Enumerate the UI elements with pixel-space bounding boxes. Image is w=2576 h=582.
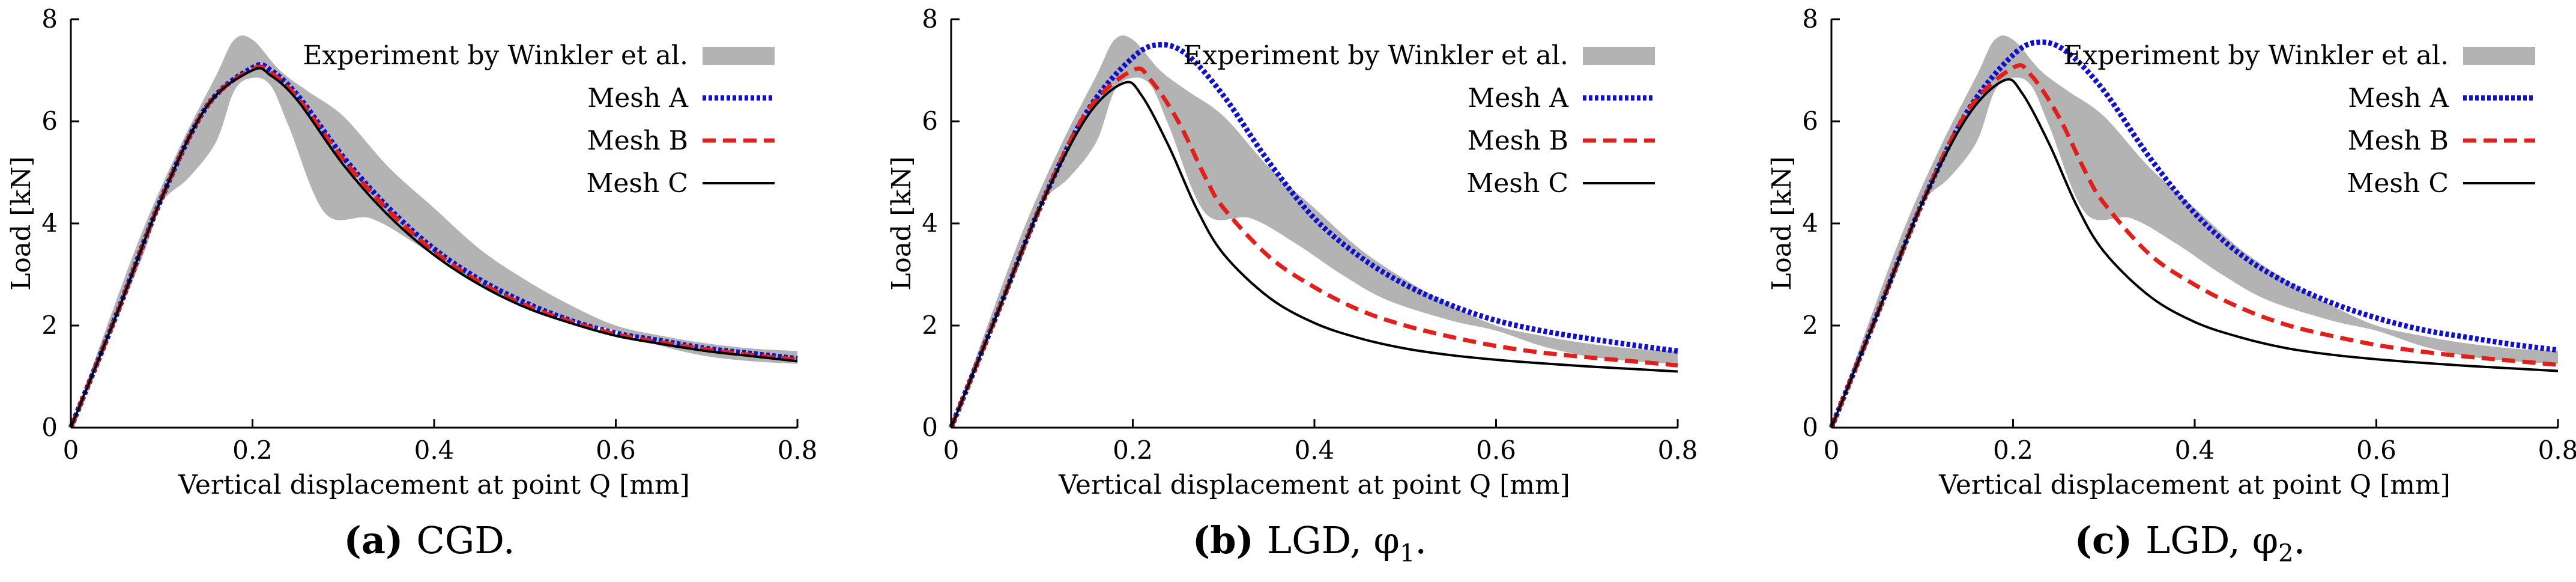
panel-a: 0 0.2 0.4 0.6 0.8 0 2 4 6 8 Vertical displacement … [0,0,859,582]
legend-label: Mesh A [2348,83,2449,114]
legend-label: Mesh B [587,126,688,156]
caption-c: (c) LGD, φ2. [1761,517,2576,577]
legend-label: Mesh C [586,168,688,199]
x-tick-label: 0.8 [1658,435,1698,465]
panel-c: 0 0.2 0.4 0.6 0.8 0 2 4 6 8 Vertical displacement … [1761,0,2576,582]
x-tick-label: 0 [63,435,79,465]
y-tick-label: 6 [922,106,938,136]
x-tick-label: 0.6 [1476,435,1516,465]
legend-label: Mesh C [1466,168,1568,199]
caption-suffix: . [2293,518,2306,562]
y-tick-label: 8 [41,4,58,34]
series-line-mesh-c [1830,78,2559,428]
caption-a: (a) CGD. [0,517,859,565]
x-axis-label: Vertical displacement at point Q [mm] [1058,470,1570,500]
legend-swatch-band [1583,47,1655,65]
caption-text: LGD, φ [2145,518,2279,562]
x-tick-label: 0.2 [1113,435,1153,465]
legend-label: Mesh A [1468,83,1569,114]
series-line-mesh-c [70,67,798,428]
y-tick-label: 8 [922,4,938,34]
legend-label: Mesh B [1468,126,1568,156]
y-axis-label: Load [kN] [1767,156,1797,291]
y-tick-label: 2 [41,311,58,340]
y-tick-label: 4 [922,208,938,238]
x-tick-label: 0.4 [1295,435,1335,465]
x-tick-label: 0.6 [596,435,636,465]
legend-label: Mesh A [587,83,689,114]
legend-label: Mesh C [2347,168,2449,199]
y-tick-label: 4 [41,208,58,238]
legend-swatch-band [703,47,775,65]
y-tick-label: 8 [1802,4,1818,34]
caption-suffix: . [1415,518,1427,562]
y-tick-label: 6 [1802,106,1818,136]
y-tick-label: 2 [922,311,938,340]
caption-subscript: 1 [1399,539,1415,568]
x-tick-label: 0.8 [2538,435,2576,465]
x-tick-label: 0.4 [414,435,455,465]
caption-label: (b) [1192,518,1254,562]
experiment-band [1831,35,2558,428]
y-tick-label: 0 [922,413,938,442]
legend-label: Experiment by Winkler et al. [2063,40,2449,71]
y-tick-label: 6 [41,106,58,136]
x-tick-label: 0 [943,435,960,465]
experiment-band [951,35,1678,428]
y-axis-label: Load [kN] [886,156,917,291]
x-axis-label: Vertical displacement at point Q [mm] [1938,470,2451,500]
experiment-band [71,35,797,428]
y-tick-label: 2 [1802,311,1818,340]
caption-text: LGD, φ [1266,518,1400,562]
legend-swatch-band [2463,47,2535,65]
caption-label: (c) [2074,518,2133,562]
x-axis-label: Vertical displacement at point Q [mm] [178,470,690,500]
legend-label: Experiment by Winkler et al. [1183,40,1568,71]
series-line-mesh-b [1829,63,2559,429]
x-tick-label: 0.2 [1993,435,2033,465]
panel-b: 0 0.2 0.4 0.6 0.8 0 2 4 6 8 Vertical displacement … [880,0,1739,582]
x-tick-label: 0.8 [778,435,818,465]
y-tick-label: 4 [1802,208,1818,238]
y-tick-label: 0 [1802,413,1818,442]
series-line-mesh-c [950,80,1678,428]
legend-label: Mesh B [2348,126,2449,156]
chart-b: 0 0.2 0.4 0.6 0.8 0 2 4 6 8 Vertical displacement … [886,4,1698,500]
x-tick-label: 0.2 [232,435,273,465]
chart-c: 0 0.2 0.4 0.6 0.8 0 2 4 6 8 Vertical displacement … [1767,4,2576,500]
x-tick-label: 0.4 [2175,435,2215,465]
chart-a: 0 0.2 0.4 0.6 0.8 0 2 4 6 8 Vertical displacement … [6,4,818,500]
caption-b: (b) LGD, φ1. [880,517,1739,577]
caption-text: CGD. [416,518,515,562]
series-line-mesh-b [949,66,1678,429]
y-axis-label: Load [kN] [6,156,37,291]
y-tick-label: 0 [41,413,58,442]
caption-subscript: 2 [2278,539,2294,568]
x-tick-label: 0.6 [2356,435,2396,465]
caption-label: (a) [343,518,404,562]
legend-label: Experiment by Winkler et al. [303,40,688,71]
x-tick-label: 0 [1824,435,1840,465]
